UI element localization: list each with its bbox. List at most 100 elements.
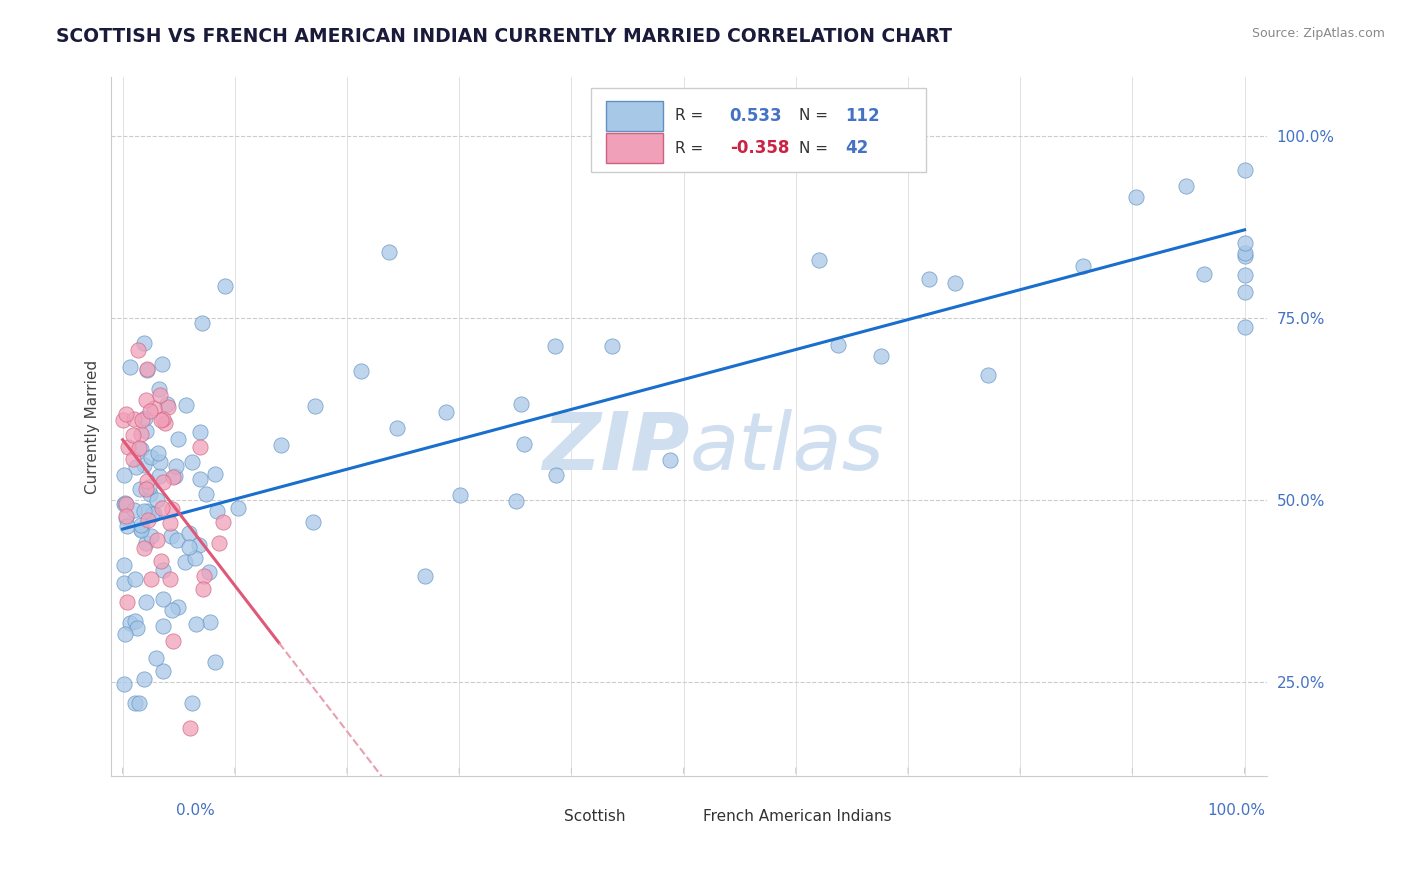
- Point: [124, 503, 146, 517]
- Point: [117, 595, 139, 609]
- Point: [122, 412, 145, 426]
- Point: [190, 472, 212, 486]
- Point: [134, 411, 156, 425]
- Point: [505, 494, 527, 508]
- Text: 112: 112: [845, 107, 880, 125]
- Point: [543, 339, 565, 353]
- Point: [160, 603, 183, 617]
- Point: [152, 475, 174, 490]
- Text: Source: ZipAtlas.com: Source: ZipAtlas.com: [1251, 27, 1385, 40]
- Point: [142, 507, 165, 521]
- Point: [135, 362, 157, 376]
- Point: [114, 496, 136, 510]
- FancyBboxPatch shape: [508, 805, 557, 828]
- Point: [827, 338, 849, 352]
- Point: [112, 676, 135, 690]
- Point: [156, 397, 179, 411]
- Point: [659, 452, 682, 467]
- Point: [1233, 268, 1256, 282]
- Point: [808, 252, 831, 267]
- Point: [114, 627, 136, 641]
- Text: R =: R =: [675, 108, 703, 123]
- Point: [139, 572, 162, 586]
- Text: atlas: atlas: [689, 409, 884, 487]
- Point: [162, 470, 184, 484]
- Point: [179, 721, 201, 735]
- Point: [139, 487, 162, 501]
- Point: [180, 697, 202, 711]
- Point: [145, 651, 167, 665]
- Point: [184, 550, 207, 565]
- Point: [124, 614, 146, 628]
- Point: [129, 427, 152, 442]
- Point: [112, 575, 135, 590]
- Point: [139, 529, 162, 543]
- Point: [1233, 285, 1256, 300]
- Point: [160, 502, 183, 516]
- Point: [204, 467, 226, 482]
- Point: [136, 475, 159, 489]
- Y-axis label: Currently Married: Currently Married: [86, 359, 100, 494]
- Point: [118, 615, 141, 630]
- Point: [124, 459, 146, 474]
- Point: [115, 497, 138, 511]
- Text: R =: R =: [675, 141, 703, 155]
- Point: [146, 446, 169, 460]
- Point: [129, 482, 152, 496]
- Point: [150, 412, 173, 426]
- Point: [127, 621, 149, 635]
- Point: [131, 413, 153, 427]
- Point: [1192, 267, 1215, 281]
- Point: [132, 336, 155, 351]
- Point: [149, 455, 172, 469]
- Point: [208, 536, 231, 550]
- Point: [115, 509, 138, 524]
- Point: [152, 619, 174, 633]
- Point: [127, 343, 149, 357]
- Point: [1233, 245, 1256, 260]
- Point: [160, 529, 183, 543]
- FancyBboxPatch shape: [647, 805, 695, 828]
- Point: [124, 572, 146, 586]
- Point: [1233, 235, 1256, 250]
- Point: [159, 572, 181, 586]
- Point: [135, 595, 157, 609]
- Point: [132, 541, 155, 556]
- FancyBboxPatch shape: [591, 88, 927, 172]
- Point: [162, 634, 184, 648]
- Point: [165, 468, 187, 483]
- Point: [142, 401, 165, 416]
- Text: N =: N =: [799, 108, 828, 123]
- Point: [166, 533, 188, 547]
- Point: [134, 458, 156, 472]
- Point: [166, 600, 188, 615]
- Point: [166, 458, 188, 473]
- Point: [159, 516, 181, 530]
- Point: [129, 517, 152, 532]
- Point: [132, 672, 155, 686]
- Point: [136, 363, 159, 377]
- Point: [155, 416, 177, 430]
- Point: [976, 368, 998, 382]
- Point: [173, 555, 195, 569]
- Text: 0.0%: 0.0%: [176, 803, 215, 818]
- FancyBboxPatch shape: [606, 133, 662, 162]
- Point: [167, 432, 190, 446]
- Point: [146, 533, 169, 547]
- Point: [413, 568, 436, 582]
- Text: -0.358: -0.358: [730, 139, 789, 157]
- Point: [449, 488, 471, 502]
- Point: [156, 401, 179, 415]
- Point: [150, 357, 173, 371]
- Point: [1233, 320, 1256, 334]
- Text: 100.0%: 100.0%: [1208, 803, 1265, 818]
- Point: [152, 563, 174, 577]
- Point: [945, 276, 967, 290]
- Point: [304, 399, 326, 413]
- Point: [193, 569, 215, 583]
- Point: [132, 504, 155, 518]
- Point: [1233, 163, 1256, 178]
- Point: [112, 558, 135, 572]
- Point: [149, 553, 172, 567]
- Point: [122, 451, 145, 466]
